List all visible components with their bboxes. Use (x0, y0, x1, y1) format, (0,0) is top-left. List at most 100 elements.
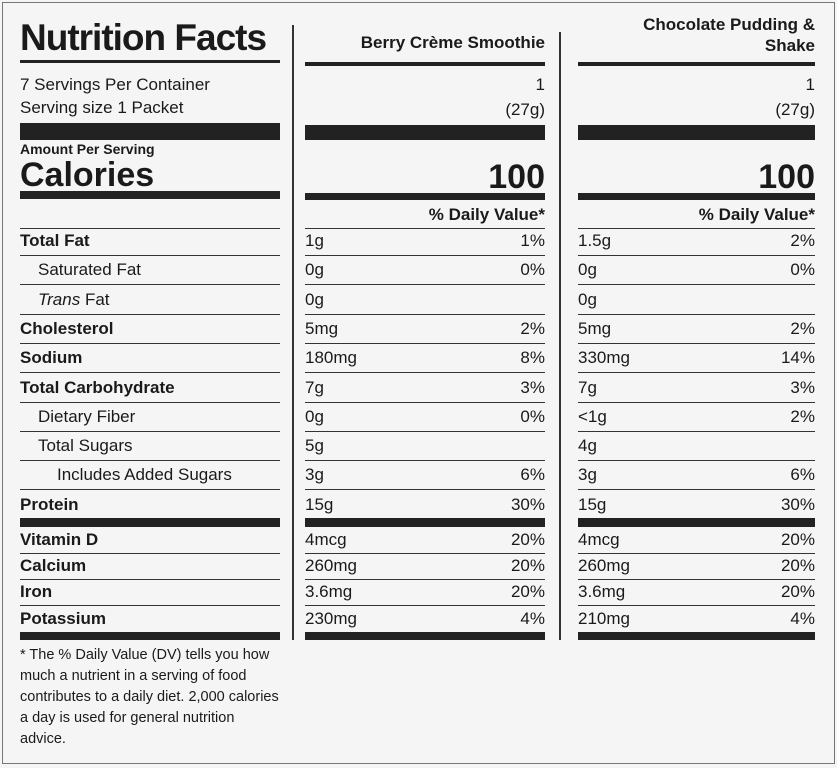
daily-value: 2% (520, 318, 545, 338)
daily-value: 0% (520, 260, 545, 280)
amount: 1.5g (578, 231, 612, 250)
rule (20, 489, 280, 491)
amount: 210mg (578, 609, 630, 628)
daily-value: 20% (780, 530, 815, 549)
vitamin-name: Vitamin D (20, 530, 99, 549)
amount: 15g (305, 494, 334, 514)
daily-value: 0% (520, 406, 545, 426)
daily-value: 8% (520, 348, 545, 368)
amount: 0g (578, 289, 597, 309)
vitamin-name: Calcium (20, 556, 87, 575)
nutrient-name-italic: Trans (38, 289, 81, 309)
title: Nutrition Facts (20, 17, 267, 58)
nutrient-name-text: Includes Added Sugars (57, 465, 232, 485)
daily-value: 4% (790, 609, 815, 628)
daily-value: 20% (510, 556, 545, 575)
rule (305, 553, 545, 554)
daily-value: 2% (790, 406, 815, 426)
amount-per-serving: Amount Per Serving (20, 141, 155, 157)
amount: 3g (305, 465, 324, 485)
daily-value: 2% (790, 231, 815, 250)
product-name: Berry Crème Smoothie (360, 33, 545, 52)
rule (578, 489, 815, 491)
nutrient-name: Trans Fat (38, 289, 110, 311)
rule (20, 553, 280, 554)
thick-bar (578, 632, 815, 640)
daily-value-header: % Daily Value* (428, 205, 545, 224)
rule (578, 313, 815, 315)
amount: 260mg (305, 556, 357, 575)
amount: 3.6mg (305, 582, 353, 601)
daily-value: 3% (520, 377, 545, 397)
nutrient-name-text: Protein (20, 494, 79, 514)
calories: 100 (758, 158, 815, 196)
rule (305, 342, 545, 344)
amount: 0g (578, 260, 597, 280)
servings-per-container: 7 Servings Per Container (20, 75, 210, 94)
nutrient-name-text: Sodium (20, 348, 83, 368)
nutrient-name-text: Total Fat (20, 231, 90, 250)
rule (305, 430, 545, 432)
amount: 3.6mg (578, 582, 626, 601)
nutrient-name-text: Total Carbohydrate (20, 377, 175, 397)
rule (305, 313, 545, 315)
thick-bar (305, 518, 545, 527)
nutrient-name-text: Total Sugars (38, 436, 133, 456)
thick-bar (20, 123, 280, 140)
rule (20, 60, 280, 63)
daily-value: 20% (780, 582, 815, 601)
nutrient-name: Sodium (20, 347, 82, 369)
amount: 1g (305, 231, 324, 250)
rule (20, 284, 280, 286)
daily-value: 2% (790, 318, 815, 338)
thick-bar (305, 193, 545, 200)
daily-value: 30% (780, 494, 815, 514)
rule (578, 579, 815, 580)
serving-weight: (27g) (775, 100, 815, 119)
daily-value: 3% (790, 377, 815, 397)
rule (20, 460, 280, 462)
nutrient-name: Saturated Fat (38, 259, 141, 281)
amount: 7g (305, 377, 324, 397)
daily-value: 20% (510, 582, 545, 601)
daily-value-header: % Daily Value* (698, 205, 815, 224)
rule (578, 430, 815, 432)
rule (578, 372, 815, 374)
product-name: Chocolate Pudding & Shake (643, 15, 815, 55)
footnote: * The % Daily Value (DV) tells you how m… (20, 647, 279, 747)
amount: 330mg (578, 348, 630, 368)
daily-value: 14% (780, 348, 815, 368)
amount: 15g (578, 494, 607, 514)
nutrient-name: Protein (20, 494, 79, 516)
rule (20, 605, 280, 606)
thick-bar (305, 632, 545, 640)
thick-bar (578, 518, 815, 527)
rule (305, 489, 545, 491)
amount: 0g (305, 260, 324, 280)
daily-value: 6% (520, 465, 545, 485)
nutrient-name: Total Fat (20, 230, 90, 252)
rule (578, 284, 815, 286)
serving-weight: (27g) (505, 100, 545, 119)
nutrient-name-text: Saturated Fat (38, 260, 142, 280)
daily-value: 0% (790, 260, 815, 280)
amount: 7g (578, 377, 597, 397)
thick-bar (20, 632, 280, 640)
rule (305, 401, 545, 403)
amount: 230mg (305, 609, 357, 628)
rule (305, 255, 545, 256)
thick-bar (578, 125, 815, 140)
thick-bar (578, 193, 815, 200)
rule (578, 255, 815, 256)
rule (20, 313, 280, 315)
rule (578, 605, 815, 606)
rule (20, 430, 280, 432)
amount: 4mcg (305, 530, 347, 549)
amount: 180mg (305, 348, 357, 368)
amount: 5mg (578, 318, 612, 338)
nutrient-name: Includes Added Sugars (57, 464, 232, 486)
amount: 3g (578, 465, 597, 485)
rule (305, 372, 545, 374)
thick-bar (305, 62, 545, 66)
daily-value: 30% (510, 494, 545, 514)
